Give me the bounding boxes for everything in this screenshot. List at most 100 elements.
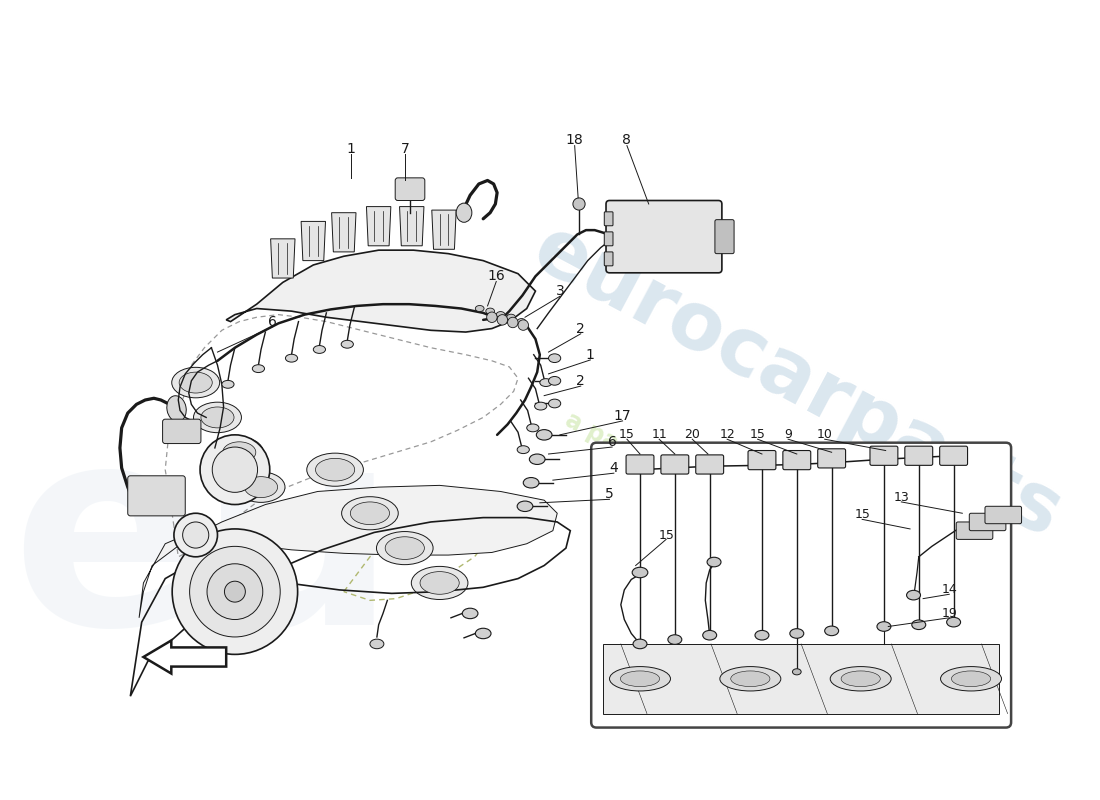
Polygon shape (399, 206, 424, 246)
FancyBboxPatch shape (661, 455, 689, 474)
Ellipse shape (549, 354, 561, 362)
FancyBboxPatch shape (870, 446, 898, 466)
FancyBboxPatch shape (748, 450, 775, 470)
Ellipse shape (341, 340, 353, 348)
FancyBboxPatch shape (817, 449, 846, 468)
Ellipse shape (719, 666, 781, 691)
Circle shape (189, 546, 280, 637)
Ellipse shape (792, 669, 801, 675)
FancyBboxPatch shape (604, 232, 613, 246)
Ellipse shape (314, 346, 326, 354)
Circle shape (497, 314, 507, 325)
Ellipse shape (524, 478, 539, 488)
Text: 7: 7 (400, 142, 409, 156)
Ellipse shape (517, 501, 532, 511)
Ellipse shape (456, 203, 472, 222)
FancyBboxPatch shape (604, 252, 613, 266)
Ellipse shape (830, 666, 891, 691)
FancyBboxPatch shape (969, 514, 1005, 530)
Text: 19: 19 (942, 607, 957, 620)
Ellipse shape (385, 537, 425, 559)
Ellipse shape (342, 497, 398, 530)
Ellipse shape (316, 458, 354, 481)
Ellipse shape (475, 628, 491, 638)
Text: a passion for parts since 1985: a passion for parts since 1985 (561, 408, 928, 618)
Text: 10: 10 (816, 428, 833, 442)
Ellipse shape (194, 402, 241, 433)
Text: 16: 16 (487, 270, 505, 283)
Circle shape (183, 522, 209, 548)
Ellipse shape (475, 306, 484, 311)
Ellipse shape (549, 377, 561, 385)
Text: 12: 12 (719, 428, 735, 442)
Ellipse shape (707, 558, 721, 567)
Text: 8: 8 (623, 134, 631, 147)
Polygon shape (301, 222, 326, 261)
Ellipse shape (252, 365, 264, 373)
FancyBboxPatch shape (715, 220, 734, 254)
Ellipse shape (201, 407, 234, 428)
Ellipse shape (216, 437, 263, 467)
Text: 3: 3 (556, 284, 564, 298)
Circle shape (573, 198, 585, 210)
Ellipse shape (529, 454, 544, 465)
FancyBboxPatch shape (783, 450, 811, 470)
Ellipse shape (790, 629, 804, 638)
Circle shape (212, 447, 257, 492)
Circle shape (207, 564, 263, 619)
Circle shape (173, 529, 298, 654)
Polygon shape (139, 486, 558, 618)
Text: 15: 15 (750, 428, 766, 442)
Ellipse shape (825, 626, 838, 636)
Ellipse shape (307, 453, 363, 486)
Ellipse shape (537, 430, 552, 440)
Ellipse shape (486, 308, 495, 314)
Ellipse shape (842, 671, 880, 686)
Text: 11: 11 (651, 428, 667, 442)
Ellipse shape (462, 608, 478, 618)
Ellipse shape (540, 378, 552, 386)
Text: 13: 13 (893, 491, 910, 504)
Text: 15: 15 (658, 529, 674, 542)
Circle shape (486, 312, 497, 322)
Ellipse shape (632, 639, 647, 649)
FancyBboxPatch shape (984, 506, 1022, 524)
Ellipse shape (668, 634, 682, 644)
Text: 17: 17 (614, 409, 631, 422)
Polygon shape (432, 210, 456, 250)
FancyBboxPatch shape (905, 446, 933, 466)
Ellipse shape (755, 630, 769, 640)
Ellipse shape (952, 671, 991, 686)
Circle shape (224, 582, 245, 602)
Ellipse shape (222, 442, 256, 462)
Ellipse shape (420, 572, 459, 594)
Circle shape (200, 435, 270, 505)
Text: 5: 5 (605, 487, 614, 501)
Ellipse shape (527, 424, 539, 432)
Text: 15: 15 (855, 509, 870, 522)
Ellipse shape (517, 318, 526, 325)
Ellipse shape (507, 314, 516, 320)
Ellipse shape (906, 590, 921, 600)
Text: 4: 4 (609, 461, 618, 475)
Text: 18: 18 (565, 134, 583, 147)
Ellipse shape (912, 620, 926, 630)
FancyBboxPatch shape (604, 212, 613, 226)
Polygon shape (227, 250, 536, 332)
Ellipse shape (222, 380, 234, 388)
Ellipse shape (703, 630, 717, 640)
FancyBboxPatch shape (695, 455, 724, 474)
Ellipse shape (496, 311, 505, 318)
Text: 6: 6 (607, 435, 617, 449)
Ellipse shape (376, 531, 433, 565)
Ellipse shape (238, 472, 285, 502)
Ellipse shape (947, 618, 960, 627)
Circle shape (507, 318, 518, 328)
Text: 6: 6 (268, 314, 277, 329)
Ellipse shape (350, 502, 389, 525)
Text: 14: 14 (942, 583, 957, 597)
Text: eu: eu (11, 413, 397, 683)
Ellipse shape (549, 399, 561, 408)
Ellipse shape (535, 402, 547, 410)
Ellipse shape (620, 671, 660, 686)
